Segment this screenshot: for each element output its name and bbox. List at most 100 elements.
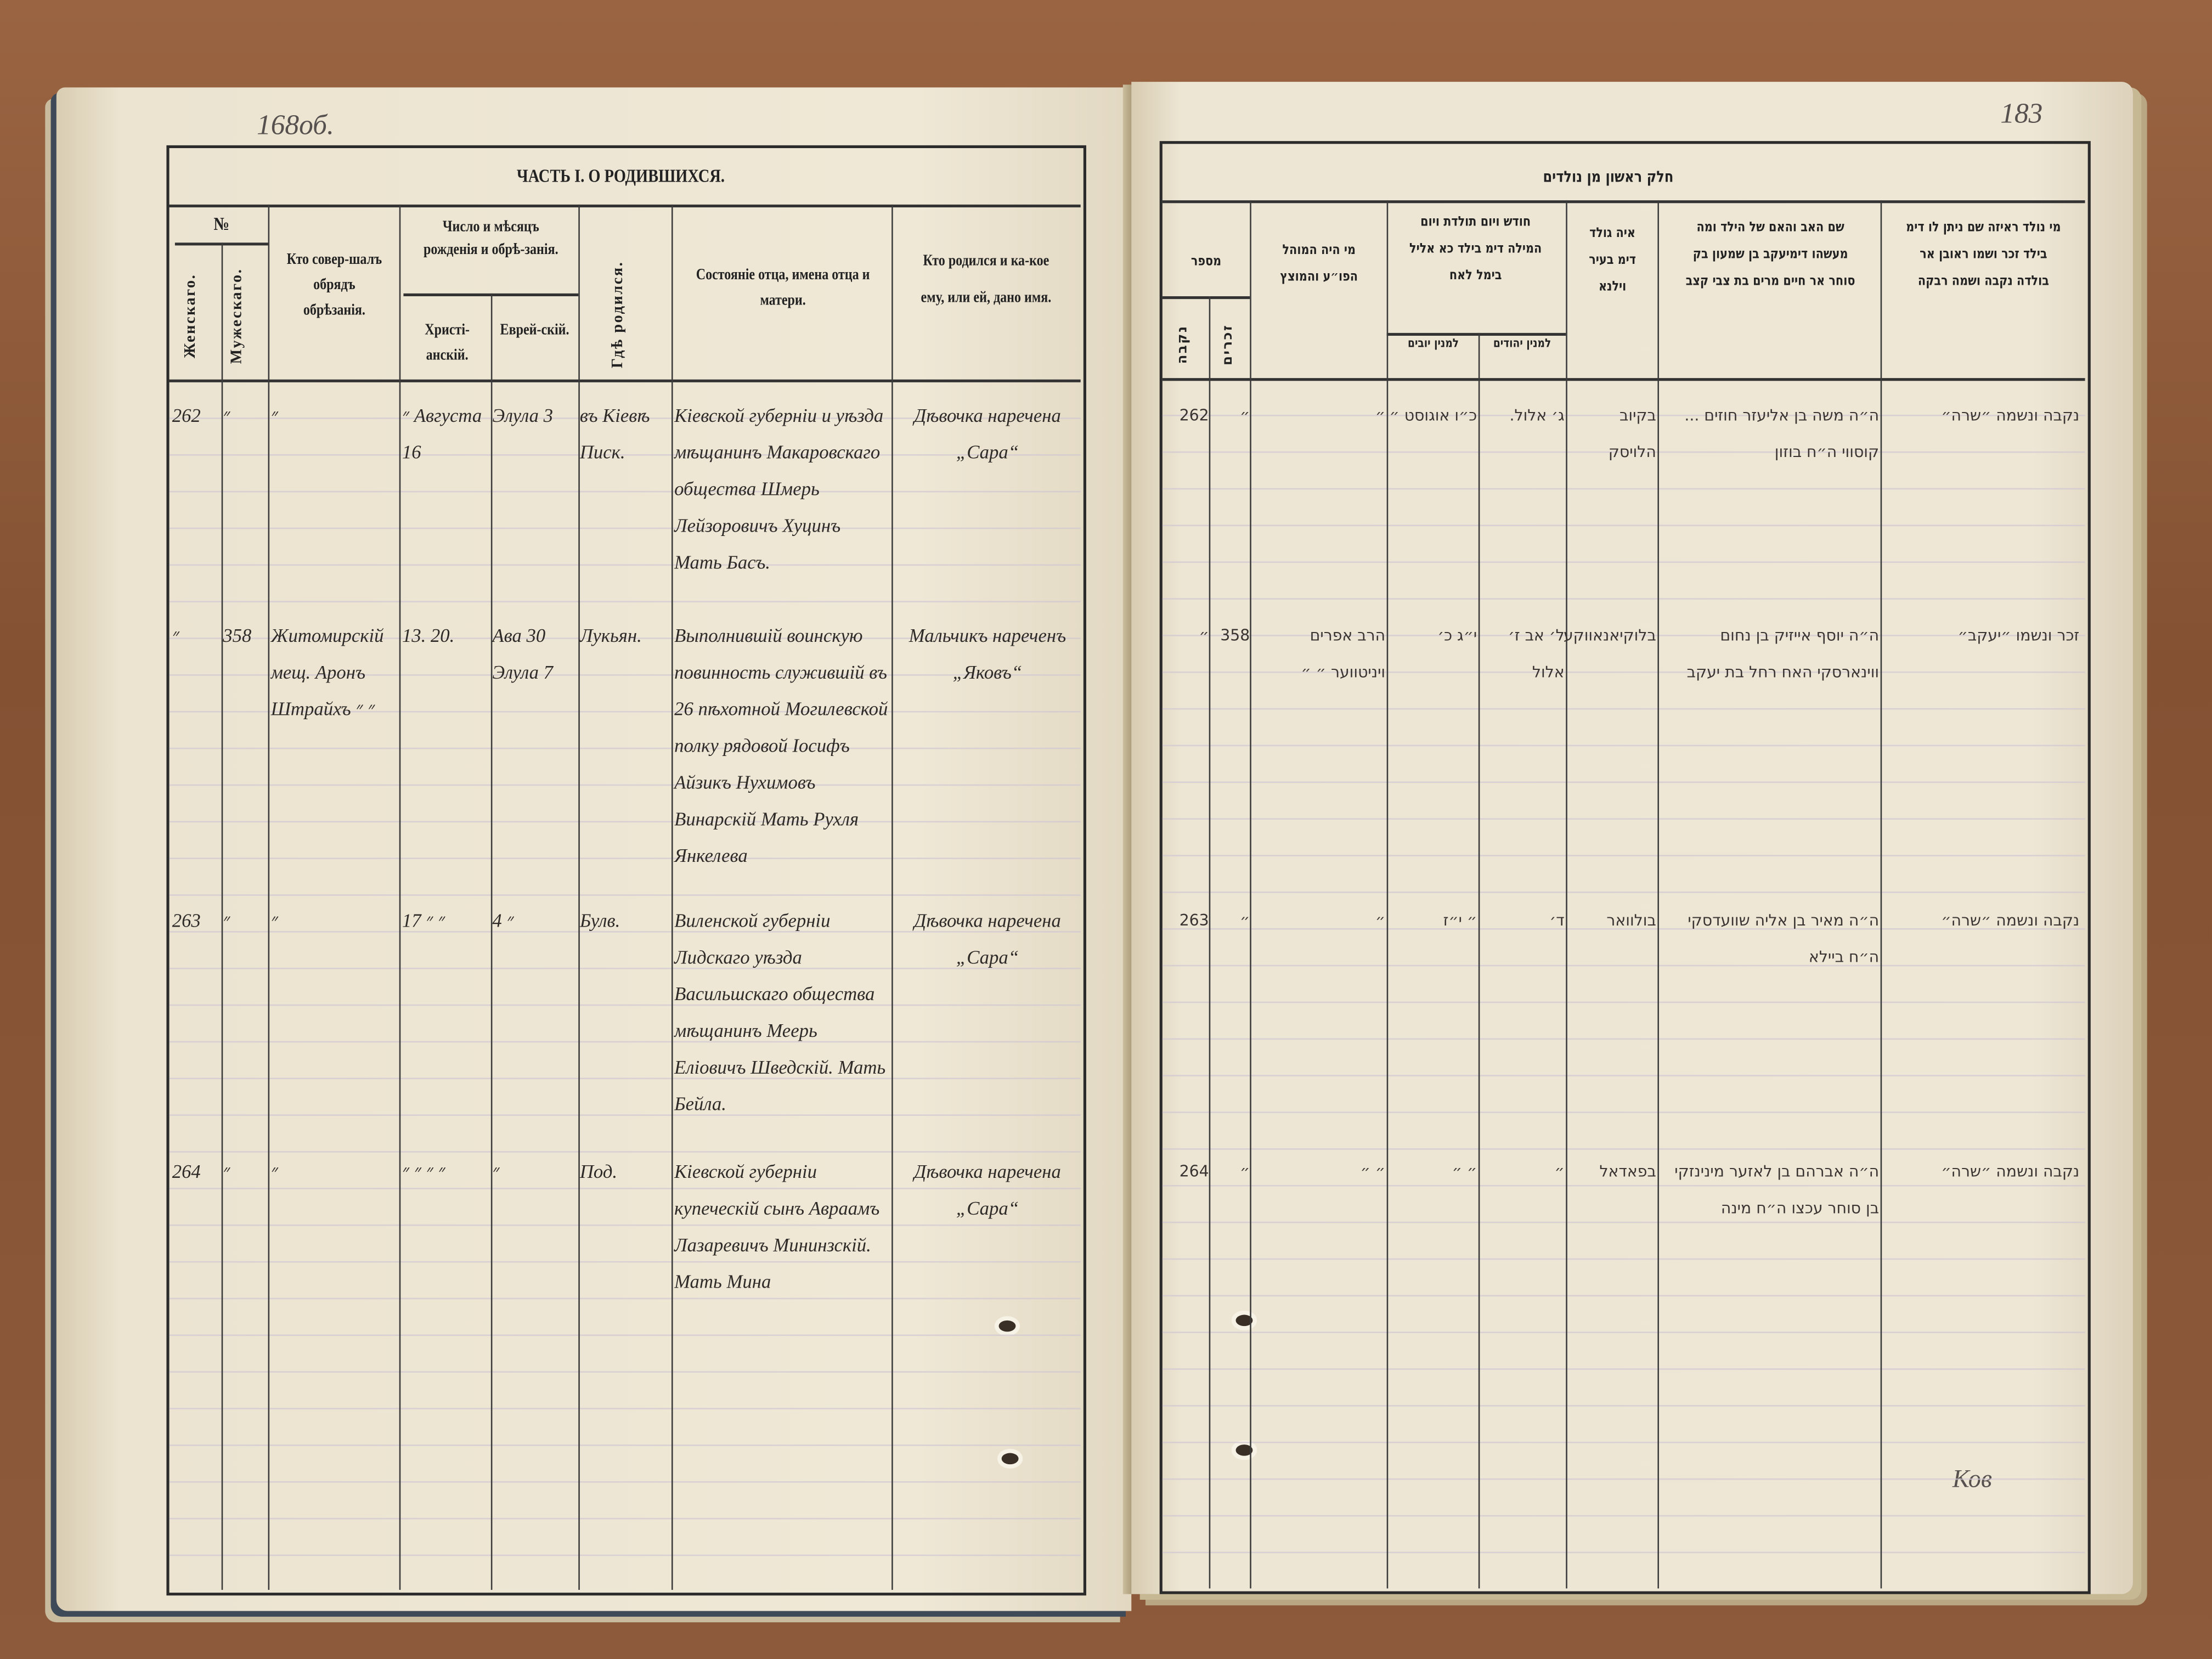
ruled-line <box>1162 781 2085 783</box>
right-record-mohel: ״ <box>1375 406 1386 425</box>
ruled-line <box>169 1334 1081 1336</box>
column-divider <box>1250 200 1251 1589</box>
right-record-place: בפאדאל <box>1599 1162 1656 1181</box>
right-record-date-jewish: ל׳ אב ז׳ אלול <box>1508 626 1565 681</box>
right-record-female: 264 <box>1179 1162 1209 1181</box>
ruled-line <box>1162 1331 2085 1333</box>
ruled-line <box>169 564 1081 566</box>
left-record-jewish: ״ <box>492 1161 500 1182</box>
right-record-child: נקבה ונשמה ״שרה״ <box>1941 1162 2080 1181</box>
left-page <box>56 87 1132 1611</box>
column-divider <box>399 204 401 1590</box>
left-page-number: 168об. <box>256 110 334 142</box>
ruled-line <box>169 454 1081 456</box>
left-record-male: ״ <box>223 1161 230 1182</box>
left-record-place: Булв. <box>579 910 620 932</box>
left-record-place: въ Кіевѣ Писк. <box>579 404 650 463</box>
right-record-parents: ה״ה משה בן אליעזר חוזים ... קוסווי ה״ח ב… <box>1684 406 1880 461</box>
right-record-date-jewish: ״ <box>1554 1162 1565 1181</box>
ruled-line <box>1162 524 2085 527</box>
left-record-male: ״ <box>223 404 230 426</box>
dates-header: Число и мѣсяцъ рожденія и обрѣ-занія. <box>424 218 558 258</box>
number-header-hebrew: מספר <box>1190 253 1222 270</box>
right-record-date-jewish: ד׳ <box>1549 911 1565 930</box>
parents-header-hebrew: שם האב והאם של הילד ומה מעשהו דימיעקב בן… <box>1685 220 1855 290</box>
number-header: № <box>213 213 229 234</box>
ruled-line <box>169 601 1081 602</box>
ruled-line <box>169 747 1081 749</box>
column-divider <box>490 293 493 1590</box>
ruled-line <box>1162 1148 2085 1150</box>
left-record-male: 358 <box>223 625 252 646</box>
right-page-number: 183 <box>2000 98 2043 130</box>
footer-note: Ков <box>1952 1464 1993 1493</box>
ruled-line <box>169 931 1081 933</box>
binding-hole <box>1235 1314 1253 1327</box>
ruled-line <box>169 1004 1081 1006</box>
ruled-line <box>169 1188 1081 1189</box>
ruled-line <box>169 1224 1081 1226</box>
ruled-line <box>1162 1038 2085 1040</box>
ruled-line <box>1162 1478 2085 1480</box>
right-record-mohel: הרב אפרים ויניטווער ״ ״ <box>1301 626 1386 681</box>
female-header: Женскаго. <box>182 273 199 359</box>
ruled-line <box>1162 744 2085 747</box>
left-record-jewish: ״ 4 <box>492 910 514 932</box>
ruled-line <box>169 527 1081 529</box>
right-record-date-other: ״ י״ז <box>1443 911 1477 930</box>
ruled-line <box>169 1481 1081 1483</box>
right-record-female: 263 <box>1179 911 1209 930</box>
ruled-line <box>1162 1441 2085 1443</box>
ruled-line <box>1162 1001 2085 1003</box>
right-record-child: נקבה ונשמה ״שרה״ <box>1941 406 2080 425</box>
ruled-line <box>169 637 1081 639</box>
ruled-line <box>1162 1295 2085 1297</box>
dates-other-header: למנין יובים <box>1408 337 1459 352</box>
ruled-line <box>169 1041 1081 1043</box>
ruled-line <box>169 1517 1081 1520</box>
left-record-child: Дѣвочка наречена „Сара“ <box>914 910 1061 968</box>
column-divider <box>1209 296 1211 1589</box>
right-record-child: נקבה ונשמה ״שרה״ <box>1941 911 2080 930</box>
right-record-male: 358 <box>1220 626 1250 645</box>
column-divider <box>1657 200 1659 1589</box>
ruled-line <box>1162 891 2085 893</box>
left-record-christian: ״ Августа 16 <box>402 404 482 463</box>
right-record-place: בלוקיאנאווקע <box>1563 626 1656 645</box>
ruled-line <box>1162 1111 2085 1113</box>
ruled-line <box>169 857 1081 859</box>
left-record-female: ״ <box>172 625 179 646</box>
right-record-parents: ה״ה יוסף אייזיק בן נחום ווינארסקי האח רח… <box>1686 626 1880 681</box>
binding-hole <box>1001 1453 1019 1465</box>
place-header-hebrew: איה גולד דימ בעיר וילנא <box>1589 225 1636 295</box>
binding-hole <box>1235 1444 1253 1456</box>
ruled-line <box>1162 1405 2085 1407</box>
left-record-circumciser: Житомирскій мещ. Аронъ Штрайхъ ״ ״ <box>270 625 384 720</box>
right-page-title: חלק ראשון מן נולדים <box>1543 167 1674 187</box>
right-record-place: בקיוב הלויסק <box>1608 406 1656 461</box>
left-record-parents: Виленской губерніи Лидскаго уѣзда Василь… <box>674 910 886 1115</box>
ruled-line <box>1162 818 2085 820</box>
left-record-circumciser: ״ <box>270 1161 278 1182</box>
right-record-mohel: ״ ״ <box>1360 1162 1386 1181</box>
ruled-line <box>169 1408 1081 1409</box>
jewish-date-header: Еврей-скій. <box>500 321 569 339</box>
ruled-line <box>1162 1258 2085 1260</box>
christian-date-header: Христі-анскій. <box>425 321 470 364</box>
ruled-line <box>1162 928 2085 930</box>
ruled-line <box>1162 1184 2085 1187</box>
left-table-frame <box>166 145 1086 1596</box>
column-divider <box>1386 200 1389 1589</box>
right-record-date-jewish: ג׳ אלול. <box>1509 406 1565 425</box>
column-divider <box>1880 200 1882 1589</box>
ruled-line <box>1162 671 2085 673</box>
ruled-line <box>1162 598 2085 600</box>
right-record-date-other: כ״ו אוגוסט ״ <box>1389 406 1477 425</box>
left-record-female: 262 <box>172 404 201 426</box>
left-record-christian: ״ ״ ״ ״ <box>402 1161 445 1182</box>
child-header-hebrew: מי נולד ראיזה שם ניתן לו דימ בילד זכר וש… <box>1906 220 2061 290</box>
ruled-line <box>169 1297 1081 1300</box>
left-page-title: ЧАСТЬ I. О РОДИВШИХСЯ. <box>516 165 725 187</box>
right-record-date-other: ״ ״ <box>1452 1162 1477 1181</box>
